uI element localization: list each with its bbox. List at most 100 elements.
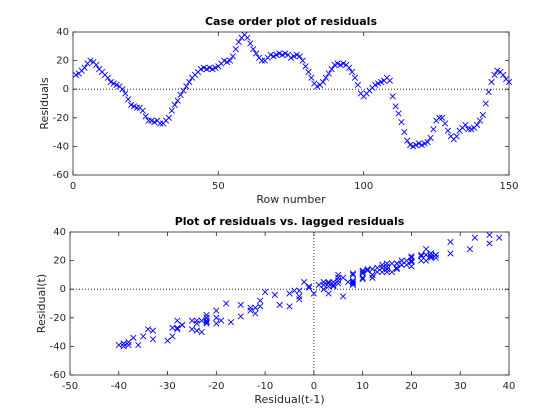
marker: [395, 110, 402, 117]
x-tick-label: 30: [454, 381, 467, 392]
y-tick-label: -20: [53, 113, 69, 124]
marker: [379, 261, 386, 269]
marker: [471, 234, 478, 241]
marker: [149, 327, 157, 334]
marker: [325, 280, 332, 287]
marker: [485, 88, 492, 96]
marker: [383, 268, 391, 276]
marker: [247, 307, 254, 314]
x-tick-label: 10: [356, 381, 369, 392]
marker: [203, 317, 210, 324]
marker: [183, 83, 190, 90]
marker: [261, 288, 269, 296]
marker: [364, 266, 371, 273]
marker: [144, 326, 152, 333]
marker: [232, 46, 239, 53]
marker: [305, 68, 312, 76]
marker: [479, 111, 486, 119]
marker: [235, 38, 242, 46]
marker: [130, 334, 137, 341]
marker: [349, 277, 357, 284]
marker: [404, 137, 411, 144]
marker: [349, 278, 357, 286]
marker: [325, 278, 332, 286]
x-tick-label: 40: [503, 381, 516, 392]
marker: [408, 263, 415, 270]
marker: [418, 251, 425, 258]
marker: [322, 74, 329, 81]
marker: [203, 314, 210, 321]
marker: [320, 278, 327, 286]
marker: [168, 107, 175, 114]
marker: [227, 318, 235, 326]
marker: [462, 121, 469, 129]
marker: [193, 317, 200, 324]
marker: [305, 284, 313, 291]
marker: [252, 310, 259, 317]
marker: [359, 268, 366, 276]
x-tick-label: 150: [499, 181, 518, 192]
marker: [169, 333, 176, 340]
marker: [482, 100, 489, 107]
marker: [466, 246, 474, 253]
marker: [441, 120, 449, 127]
marker: [177, 91, 184, 99]
marker: [325, 70, 332, 77]
marker: [476, 117, 484, 124]
marker: [157, 120, 164, 127]
marker: [120, 340, 127, 347]
y-tick-label: -60: [53, 170, 69, 181]
marker: [359, 276, 366, 283]
marker: [237, 313, 244, 320]
marker: [213, 320, 220, 327]
marker: [422, 251, 430, 258]
marker: [286, 303, 293, 310]
y-tick-label: 0: [63, 84, 69, 95]
marker: [374, 268, 381, 276]
marker: [491, 71, 498, 79]
marker: [398, 261, 405, 269]
x-tick-label: -20: [208, 381, 224, 392]
marker: [140, 333, 147, 340]
marker: [222, 300, 230, 307]
y-tick-label: 40: [56, 27, 69, 38]
y-axis-label: Residuals: [38, 77, 51, 129]
axes-box: [72, 31, 510, 176]
marker: [188, 326, 196, 333]
marker: [104, 74, 111, 81]
marker: [359, 267, 366, 274]
marker: [505, 78, 513, 86]
marker: [386, 77, 393, 84]
marker: [340, 293, 347, 300]
marker: [180, 87, 187, 94]
marker: [119, 86, 126, 93]
marker: [488, 78, 495, 86]
marker: [453, 133, 460, 140]
marker: [174, 324, 181, 331]
marker: [393, 264, 400, 271]
marker: [169, 324, 176, 331]
x-tick-label: -50: [62, 381, 78, 392]
y-tick-label: -40: [53, 141, 69, 152]
x-tick-label: -30: [159, 381, 175, 392]
marker: [122, 90, 129, 97]
marker: [193, 327, 200, 334]
marker: [432, 251, 439, 258]
marker: [133, 104, 141, 111]
marker: [359, 274, 366, 281]
marker: [354, 81, 361, 89]
x-tick-label: 50: [212, 181, 225, 192]
marker: [349, 270, 357, 277]
marker: [486, 231, 493, 238]
marker: [115, 341, 122, 349]
marker: [247, 304, 254, 311]
marker: [296, 296, 303, 303]
marker: [179, 321, 186, 329]
marker: [346, 64, 353, 71]
marker: [310, 290, 318, 297]
marker: [319, 78, 327, 86]
marker: [193, 320, 200, 327]
marker: [139, 107, 146, 114]
y-tick-label: -40: [50, 341, 66, 352]
